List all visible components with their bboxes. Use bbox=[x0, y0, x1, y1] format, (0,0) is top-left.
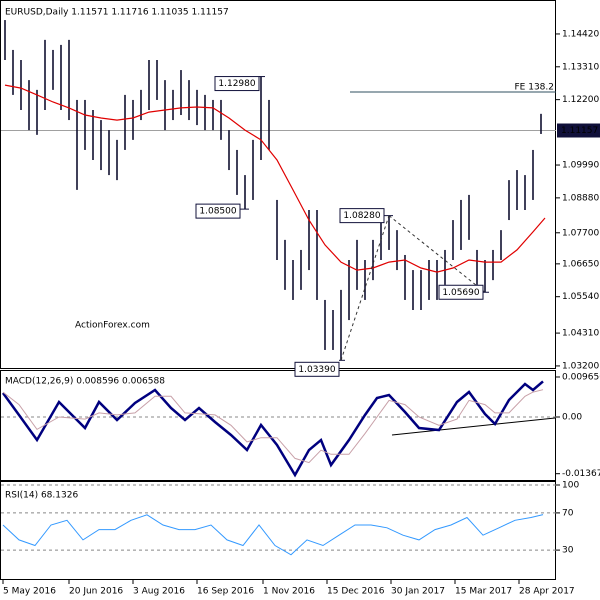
x-tick-label: 3 Aug 2016 bbox=[133, 587, 185, 597]
y-tick-label: 1.13310 bbox=[562, 62, 599, 72]
annotation-box bbox=[438, 284, 484, 300]
y-tick-label: 0.00 bbox=[562, 413, 582, 423]
y-tick-label: 1.05540 bbox=[562, 292, 599, 302]
level-label: FE 138.2 bbox=[515, 82, 555, 92]
y-tick-label: 0.009656 bbox=[562, 372, 600, 382]
annotation-box bbox=[195, 203, 241, 219]
x-tick-label: 5 May 2016 bbox=[3, 587, 56, 597]
y-tick-label: 70 bbox=[562, 508, 574, 518]
y-tick-label: 1.04310 bbox=[562, 329, 599, 339]
series-line bbox=[2, 514, 544, 556]
panel-title: EURUSD,Daily 1.11571 1.11716 1.11035 1.1… bbox=[5, 8, 229, 18]
annotation-label: 1.08500 bbox=[199, 207, 236, 217]
current-price-box bbox=[557, 123, 600, 138]
macd-trendline bbox=[391, 417, 556, 436]
annotation-label: 1.03390 bbox=[298, 365, 335, 375]
annotation-box bbox=[214, 76, 260, 92]
rsi-panel bbox=[0, 481, 556, 580]
y-tick-label: 1.14420 bbox=[562, 29, 599, 39]
y-tick-label: -0.013678 bbox=[562, 469, 600, 479]
series-line bbox=[1, 380, 544, 478]
y-tick-label: 1.12200 bbox=[562, 95, 599, 105]
x-tick-label: 1 Nov 2016 bbox=[263, 587, 315, 597]
panel-title: MACD(12,26,9) 0.008596 0.006588 bbox=[5, 377, 165, 387]
x-tick-label: 15 Dec 2016 bbox=[327, 587, 385, 597]
annotation-box bbox=[339, 208, 385, 224]
y-tick-label: 1.06650 bbox=[562, 259, 599, 269]
annotation-label: 1.08280 bbox=[343, 211, 380, 221]
y-tick-label: 1.08880 bbox=[562, 193, 599, 203]
watermark: ActionForex.com bbox=[75, 321, 150, 331]
swing-dashed-line bbox=[340, 215, 390, 361]
panel-title: RSI(14) 68.1326 bbox=[5, 491, 78, 501]
y-tick-label: 100 bbox=[562, 481, 579, 491]
annotation-label: 1.05690 bbox=[442, 288, 479, 298]
x-tick-label: 20 Jun 2016 bbox=[69, 587, 123, 597]
annotation-label: 1.12980 bbox=[218, 79, 255, 89]
series-line bbox=[2, 389, 544, 464]
x-tick-label: 16 Sep 2016 bbox=[197, 587, 254, 597]
swing-dashed-line bbox=[388, 215, 486, 293]
series-line bbox=[4, 84, 546, 273]
x-tick-label: 30 Jan 2017 bbox=[391, 587, 445, 597]
price-panel bbox=[0, 0, 556, 369]
x-tick-label: 15 Mar 2017 bbox=[455, 587, 512, 597]
y-tick-label: 1.07700 bbox=[562, 228, 599, 238]
y-tick-label: 1.03200 bbox=[562, 361, 599, 371]
x-tick-label: 28 Apr 2017 bbox=[519, 587, 575, 597]
current-price-label: 1.11157 bbox=[561, 126, 598, 136]
macd-panel bbox=[0, 370, 556, 481]
y-tick-label: 1.09990 bbox=[562, 161, 599, 171]
y-tick-label: 30 bbox=[562, 546, 574, 556]
annotation-box bbox=[294, 361, 340, 377]
